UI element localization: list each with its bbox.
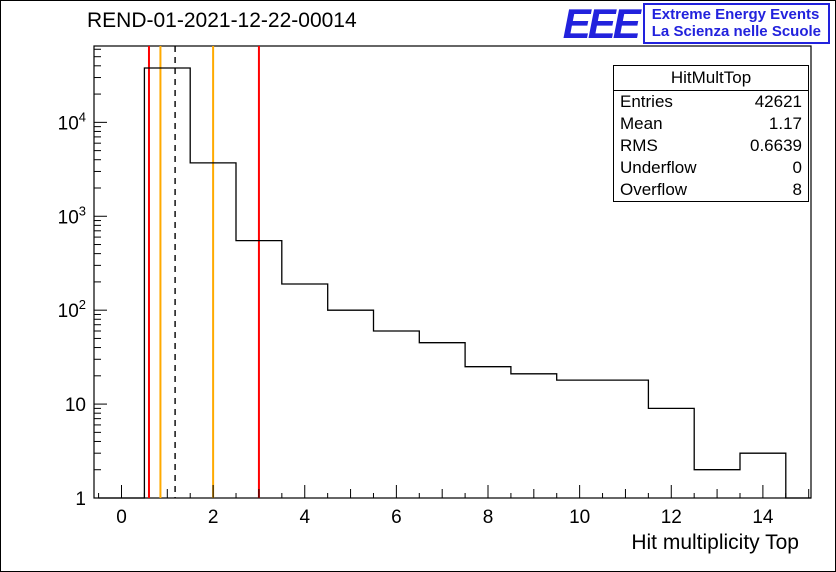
stats-row: Entries 42621 (620, 92, 802, 111)
logo-line2: La Scienza nelle Scuole (651, 23, 821, 40)
histogram-line (98, 67, 811, 499)
y-axis-ticks: 1 10 102 103 104 (58, 48, 107, 510)
stats-row: Mean 1.17 (620, 114, 802, 133)
threshold-lines (147, 46, 260, 498)
x-tick-label: 0 (116, 507, 127, 528)
stats-row: Underflow 0 (620, 158, 802, 177)
y-tick-label: 103 (58, 203, 86, 228)
stats-header: HitMultTop (614, 66, 808, 91)
y-tick-label: 102 (58, 297, 86, 322)
x-tick-label: 10 (569, 507, 590, 528)
x-tick-label: 8 (483, 507, 494, 528)
x-tick-label: 4 (299, 507, 310, 528)
logo-line1: Extreme Energy Events (651, 6, 820, 23)
x-tick-label: 2 (208, 507, 219, 528)
eee-logo-box: Extreme Energy Events La Scienza nelle S… (642, 3, 830, 44)
x-axis-ticks: 0 2 4 6 8 10 12 14 (98, 485, 810, 528)
y-tick-label: 104 (58, 109, 86, 134)
y-tick-label: 10 (65, 395, 86, 416)
stats-box: HitMultTop Entries 42621 Mean 1.17 RMS 0.6639… (613, 65, 809, 202)
eee-logo-text: EEE (562, 0, 641, 47)
eee-logo: EEE Extreme Energy Events La Scienza nel… (562, 0, 830, 47)
plot-frame (93, 45, 812, 499)
stats-row: Overflow 8 (620, 180, 802, 199)
plot-title: REND-01-2021-12-22-00014 (87, 9, 357, 32)
x-tick-label: 14 (752, 507, 774, 528)
x-tick-label: 12 (661, 507, 682, 528)
stats-row: RMS 0.6639 (620, 136, 802, 155)
x-tick-label: 6 (391, 507, 402, 528)
stats-rows: Entries 42621 Mean 1.17 RMS 0.6639 Underflow 0 O… (614, 91, 808, 201)
x-axis-title: Hit multiplicity Top (631, 531, 799, 554)
y-tick-label: 1 (75, 489, 86, 510)
